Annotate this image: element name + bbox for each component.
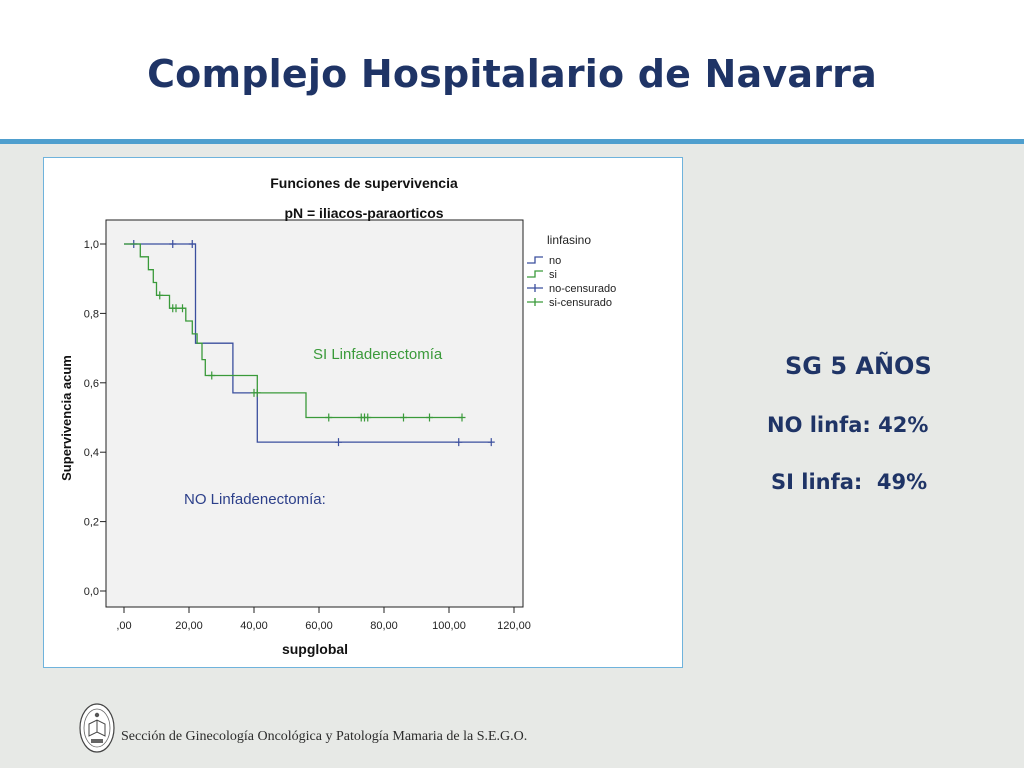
legend-title: linfasino [547,233,591,247]
legend-label-no: no [549,255,561,267]
censor-mark-no [335,438,342,447]
survival-chart: Funciones de supervivencia pN = iliacos-… [59,175,616,657]
legend-swatch-no [527,256,543,264]
x-tick-label: 100,00 [432,620,466,632]
series-layer [124,240,495,447]
censor-mark-no [188,240,196,248]
legend-swatch-si [527,270,543,278]
y-tick-label: 0,0 [84,586,99,598]
x-axis-ticks: ,00 20,00 40,00 60,00 80,00 100,00 120,00 [116,607,531,632]
header-divider [0,139,1024,144]
legend-label-si: si [549,269,557,281]
censor-mark-si [179,304,186,313]
x-tick-label: 60,00 [305,620,333,632]
y-axis-label: Supervivencia acum [59,355,74,481]
legend-label-si-censurado: si-censurado [549,297,612,309]
annotation-no-linfadenectomia: NO Linfadenectomía: [184,491,326,508]
legend-swatch-no-censurado [527,284,543,292]
x-tick-label: 20,00 [175,620,203,632]
censor-mark-no [455,438,463,447]
censor-mark-si [325,413,333,422]
censor-mark-si [400,413,407,422]
y-tick-label: 0,8 [84,308,99,320]
y-tick-label: 0,6 [84,378,99,390]
plot-area [105,219,524,608]
stat-no-linfa: NO linfa: 42% [767,413,929,437]
stat-heading: SG 5 AÑOS [785,352,932,380]
legend: linfasino no si no-censurado si-censurado [527,233,616,309]
censor-mark-no [487,438,495,447]
chart-subtitle: pN = iliacos-paraorticos [284,205,443,221]
y-axis-ticks: 0,0 0,2 0,4 0,6 0,8 1,0 [84,239,106,598]
chart-panel: Funciones de supervivencia pN = iliacos-… [43,157,683,668]
y-tick-label: 0,4 [84,447,99,459]
censor-mark-si [172,304,180,313]
chart-title: Funciones de supervivencia [270,175,458,191]
x-tick-label: 120,00 [497,620,531,632]
series-line-no [124,243,492,443]
y-tick-label: 0,2 [84,517,99,529]
legend-label-no-censurado: no-censurado [549,283,616,295]
x-tick-label: 40,00 [240,620,268,632]
footer-text: Sección de Ginecología Oncológica y Pato… [121,729,528,744]
stat-si-linfa: SI linfa: 49% [771,470,928,494]
censor-mark-si [458,413,466,422]
censor-mark-si [208,371,216,380]
x-tick-label: 80,00 [370,620,398,632]
annotation-si-linfadenectomia: SI Linfadenectomía [313,346,443,363]
legend-swatch-si-censurado [527,298,543,306]
censor-mark-no [169,240,177,248]
slide-title: Complejo Hospitalario de Navarra [147,52,877,96]
y-tick-label: 1,0 [84,239,99,251]
censor-mark-si [253,388,261,397]
x-axis-label: supglobal [282,641,348,657]
censor-mark-si [364,413,372,422]
sego-logo [79,703,115,753]
slide-header: Complejo Hospitalario de Navarra [0,0,1024,139]
series-line-si [124,243,462,419]
x-tick-label: ,00 [116,620,131,632]
censor-mark-si [156,291,164,300]
censor-mark-si [426,413,433,422]
